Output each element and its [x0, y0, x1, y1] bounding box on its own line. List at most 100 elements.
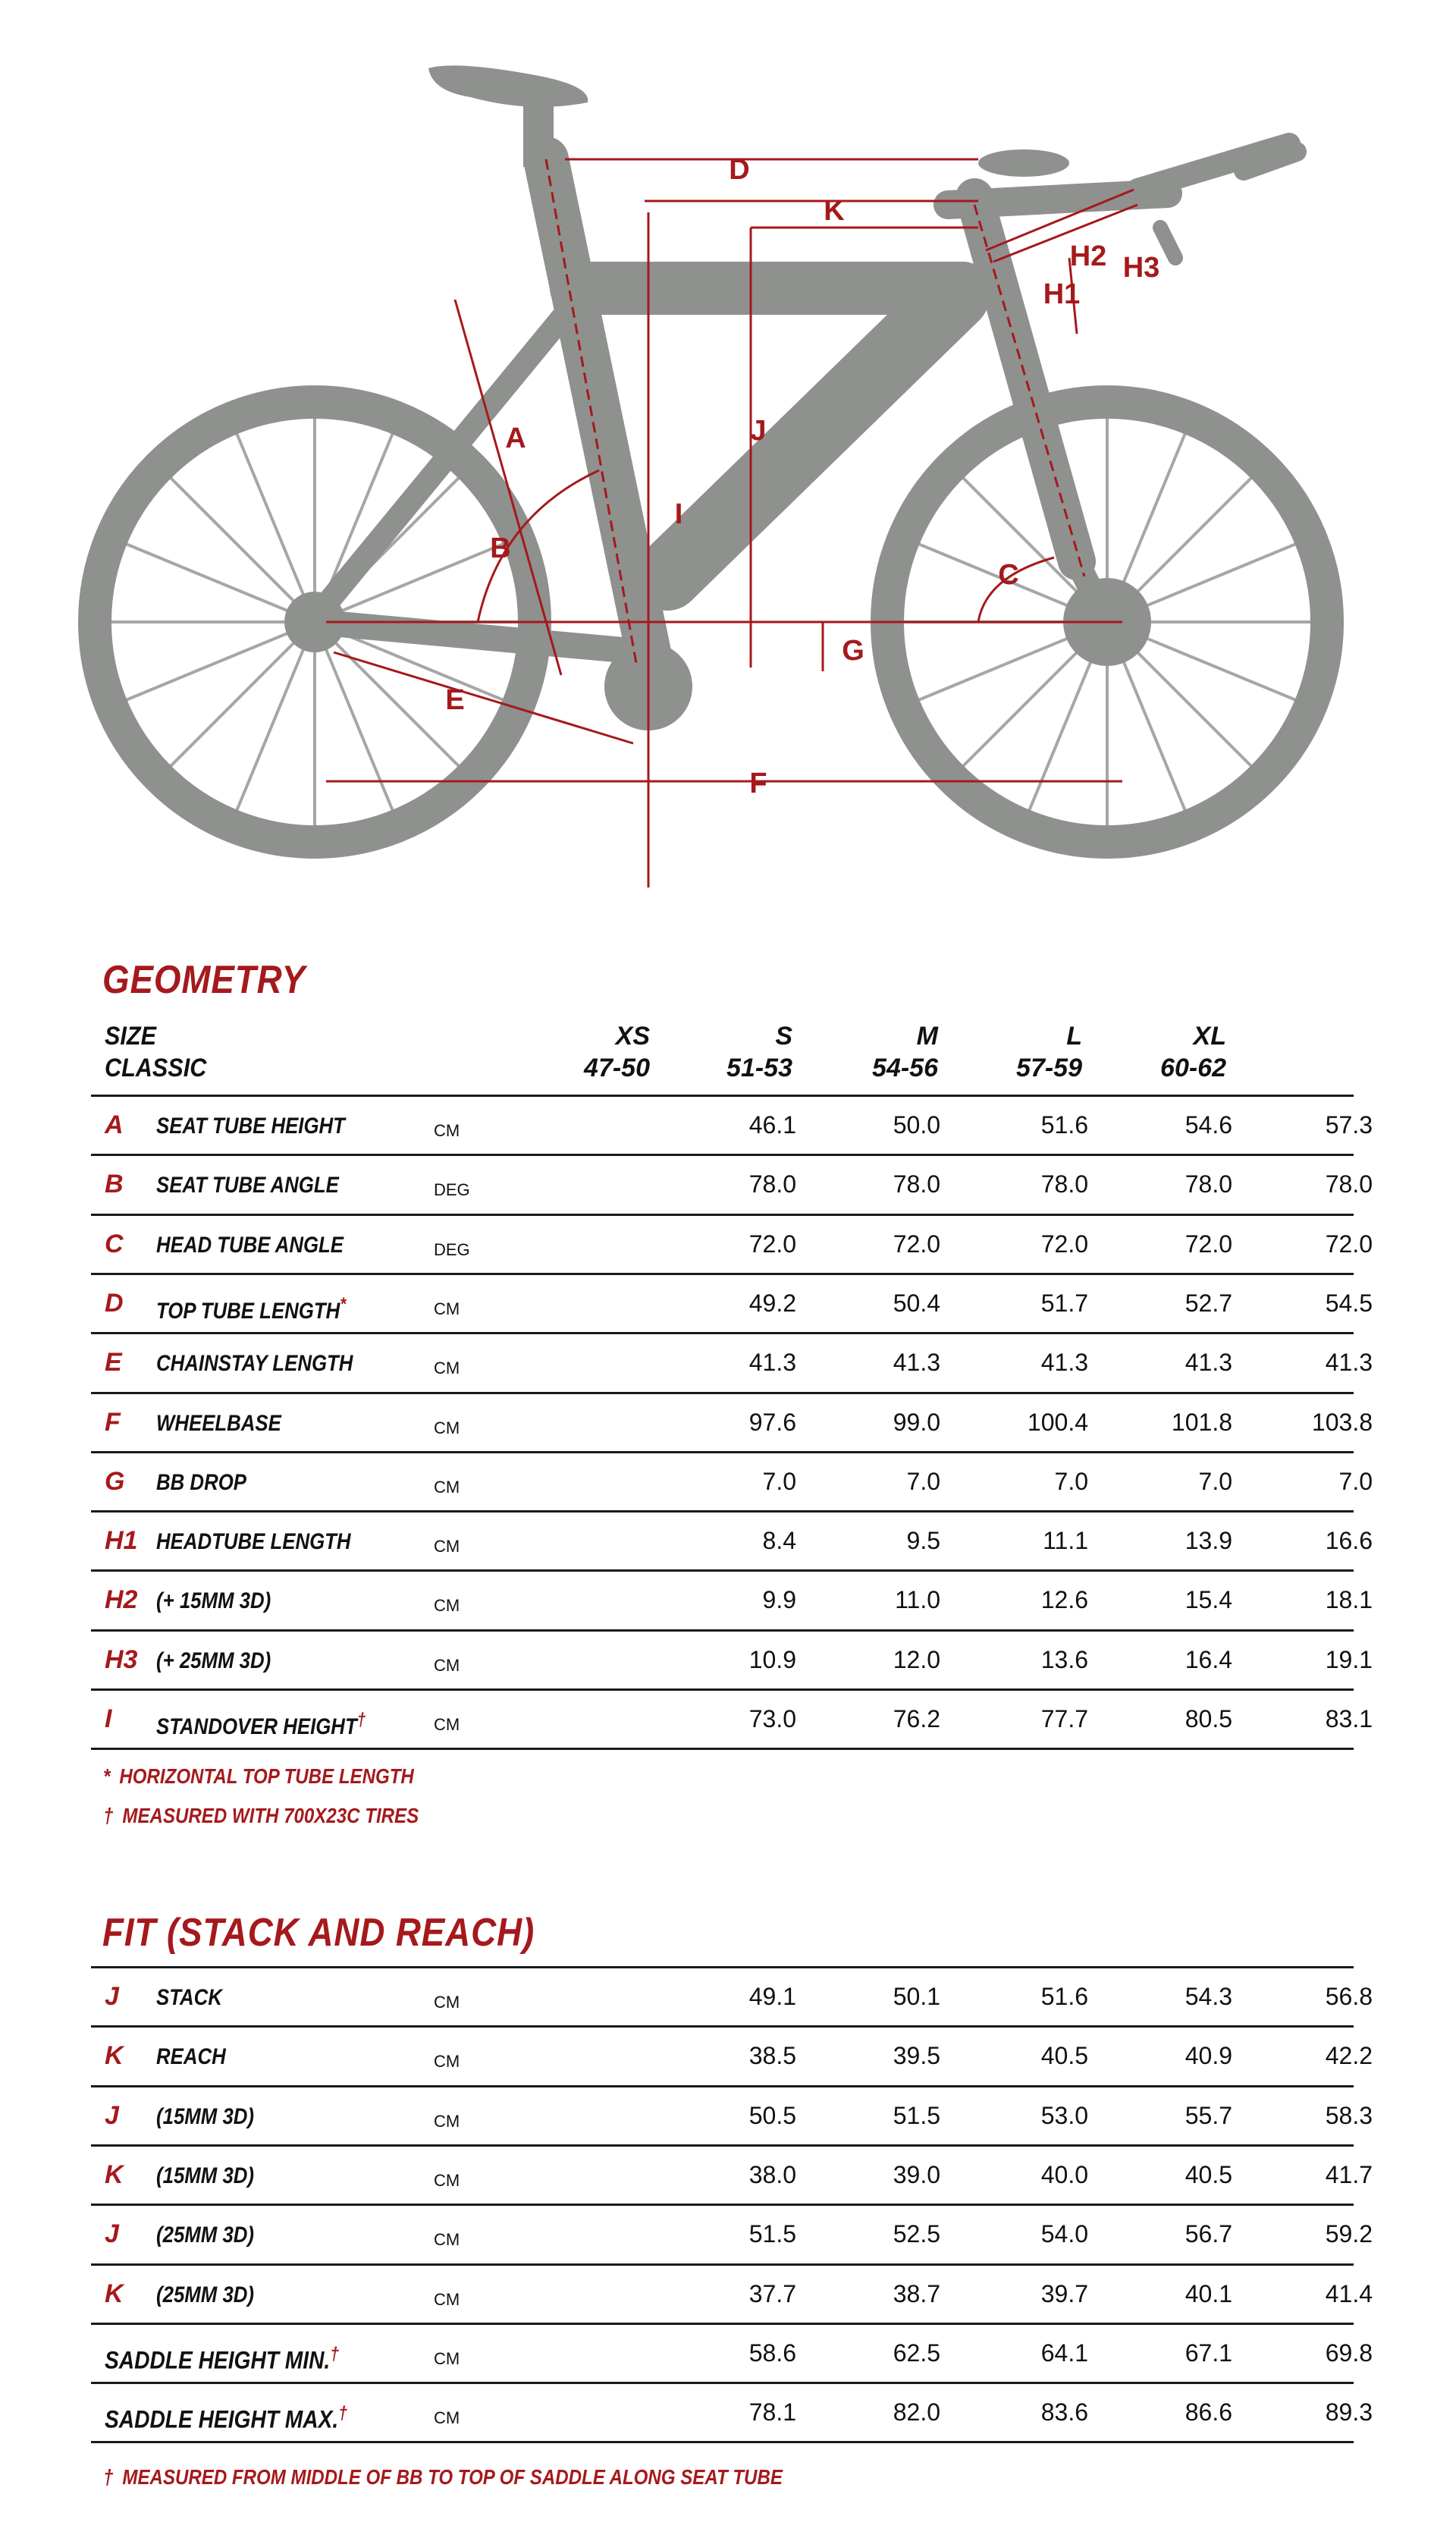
table-row: H2 (+ 15MM 3D) CM 9.9 11.0 12.6 15.4 18.1: [91, 1569, 1373, 1629]
row-label: (15MM 3D): [156, 2102, 254, 2132]
cell-value: 49.1: [748, 1983, 796, 2010]
row-unit: CM: [434, 1596, 460, 1616]
row-unit: CM: [434, 2170, 460, 2190]
cell-value: 97.6: [748, 1408, 796, 1436]
row-code: C: [105, 1229, 124, 1258]
table-row: SADDLE HEIGHT MAX.† CM 78.1 82.0 83.6 86.6 89.…: [91, 2382, 1373, 2441]
footnote: † MEASURED FROM MIDDLE OF BB TO TOP OF SA…: [103, 2464, 783, 2491]
header-size-label: SIZE: [105, 1022, 157, 1051]
table-row: H1 HEADTUBE LENGTH CM 8.4 9.5 11.1 13.9 16.6: [91, 1510, 1373, 1569]
row-divider: [91, 1629, 1354, 1632]
row-code: F: [105, 1407, 121, 1437]
row-unit: CM: [434, 2111, 460, 2131]
table-row: A SEAT TUBE HEIGHT CM 46.1 50.0 51.6 54.6 57.3: [91, 1095, 1373, 1154]
row-divider: [91, 2084, 1354, 2087]
table-row: D TOP TUBE LENGTH* CM 49.2 50.4 51.7 52.7 54.5: [91, 1272, 1373, 1332]
footnote-mark: *: [103, 1764, 111, 1788]
row-unit: CM: [434, 2052, 460, 2072]
cell-value: 101.8: [1171, 1408, 1232, 1436]
label-H3: H3: [1123, 252, 1160, 284]
row-unit: CM: [434, 1418, 460, 1437]
label-I: I: [675, 498, 683, 530]
cell-value: 100.4: [1027, 1408, 1088, 1436]
cell-value: 13.6: [1040, 1645, 1088, 1673]
row-divider: [91, 1332, 1354, 1335]
row-label-text: SADDLE HEIGHT MAX.: [105, 2405, 339, 2433]
row-label: CHAINSTAY LENGTH: [156, 1349, 353, 1379]
row-label: SADDLE HEIGHT MIN.†: [105, 2339, 339, 2376]
cell-value: 54.6: [1185, 1111, 1232, 1139]
row-code: K: [105, 2041, 124, 2071]
cell-value: 40.0: [1040, 2160, 1088, 2188]
size-header-range: 47-50: [584, 1054, 650, 1082]
row-unit: CM: [434, 1121, 460, 1140]
cell-value: 40.1: [1185, 2279, 1232, 2307]
cell-value: 83.6: [1040, 2398, 1088, 2427]
row-label: SADDLE HEIGHT MAX.†: [105, 2398, 347, 2435]
cell-value: 8.4: [762, 1527, 796, 1555]
table-row: J STACK CM 49.1 50.1 51.6 54.3 56.8: [91, 1966, 1373, 2025]
measurement-lines: [326, 158, 1138, 887]
cell-value: 51.5: [893, 2101, 940, 2129]
row-divider: [91, 2441, 1354, 2444]
row-label: WHEELBASE: [156, 1409, 281, 1439]
label-F: F: [749, 768, 767, 799]
cell-value: 58.6: [748, 2339, 796, 2367]
row-label: (+ 25MM 3D): [156, 1646, 271, 1676]
cell-value: 10.9: [748, 1645, 796, 1673]
row-unit: CM: [434, 1993, 460, 2012]
cell-value: 64.1: [1040, 2339, 1088, 2367]
label-K: K: [824, 195, 845, 227]
cell-value: 37.7: [748, 2279, 796, 2307]
footnote-text: MEASURED WITH 700X23C TIRES: [122, 1804, 419, 1827]
cell-value: 12.6: [1040, 1586, 1088, 1614]
cell-value: 51.6: [1040, 1983, 1088, 2010]
row-label: STACK: [156, 1983, 222, 2013]
cell-value: 41.3: [1040, 1349, 1088, 1377]
row-label: REACH: [156, 2042, 226, 2072]
cell-value: 39.7: [1040, 2279, 1088, 2307]
row-label: BB DROP: [156, 1468, 246, 1498]
header-classic-label: CLASSIC: [105, 1054, 207, 1082]
row-label-text: BB DROP: [156, 1469, 246, 1495]
cell-value: 7.0: [1054, 1467, 1088, 1495]
row-label: HEAD TUBE ANGLE: [156, 1230, 344, 1261]
table-bottom-rule: [91, 1748, 1354, 1751]
cell-value: 54.3: [1185, 1983, 1232, 2010]
footnote-mark: †: [356, 1710, 366, 1730]
row-label-text: HEADTUBE LENGTH: [156, 1529, 351, 1555]
cell-value: 50.4: [893, 1289, 940, 1317]
cell-value: 9.9: [762, 1586, 796, 1614]
row-unit: CM: [434, 1359, 460, 1378]
cell-value: 62.5: [893, 2339, 940, 2367]
bike-geometry-diagram: D K H2 H3 H1 A J I B C G E F: [78, 65, 1344, 887]
label-A: A: [505, 422, 526, 454]
cell-value: 59.2: [1325, 2220, 1373, 2248]
cell-value: 40.9: [1185, 2042, 1232, 2070]
table-row: B SEAT TUBE ANGLE DEG 78.0 78.0 78.0 78.0 78.0: [91, 1154, 1373, 1213]
cell-value: 73.0: [748, 1705, 796, 1732]
row-unit: CM: [434, 1715, 460, 1734]
row-label-text: CHAINSTAY LENGTH: [156, 1351, 353, 1377]
cell-value: 52.7: [1185, 1289, 1232, 1317]
label-H1: H1: [1043, 278, 1081, 310]
cell-value: 41.3: [1325, 1349, 1373, 1377]
cell-value: 41.3: [893, 1349, 940, 1377]
row-unit: CM: [434, 2289, 460, 2309]
cell-value: 7.0: [762, 1467, 796, 1495]
row-code: H2: [105, 1585, 138, 1615]
cell-value: 78.0: [1185, 1170, 1232, 1198]
row-code: K: [105, 2279, 124, 2308]
row-divider: [91, 1569, 1354, 1572]
cell-value: 7.0: [1198, 1467, 1232, 1495]
cell-value: 18.1: [1325, 1586, 1373, 1614]
footnote: † MEASURED WITH 700X23C TIRES: [103, 1802, 419, 1830]
cell-value: 53.0: [1040, 2101, 1088, 2129]
row-divider: [91, 2144, 1354, 2147]
cell-value: 67.1: [1185, 2339, 1232, 2367]
cell-value: 39.0: [893, 2160, 940, 2188]
size-header-name: M: [916, 1022, 938, 1051]
cell-value: 42.2: [1325, 2042, 1373, 2070]
row-unit: DEG: [434, 1180, 470, 1200]
cell-value: 12.0: [893, 1645, 940, 1673]
